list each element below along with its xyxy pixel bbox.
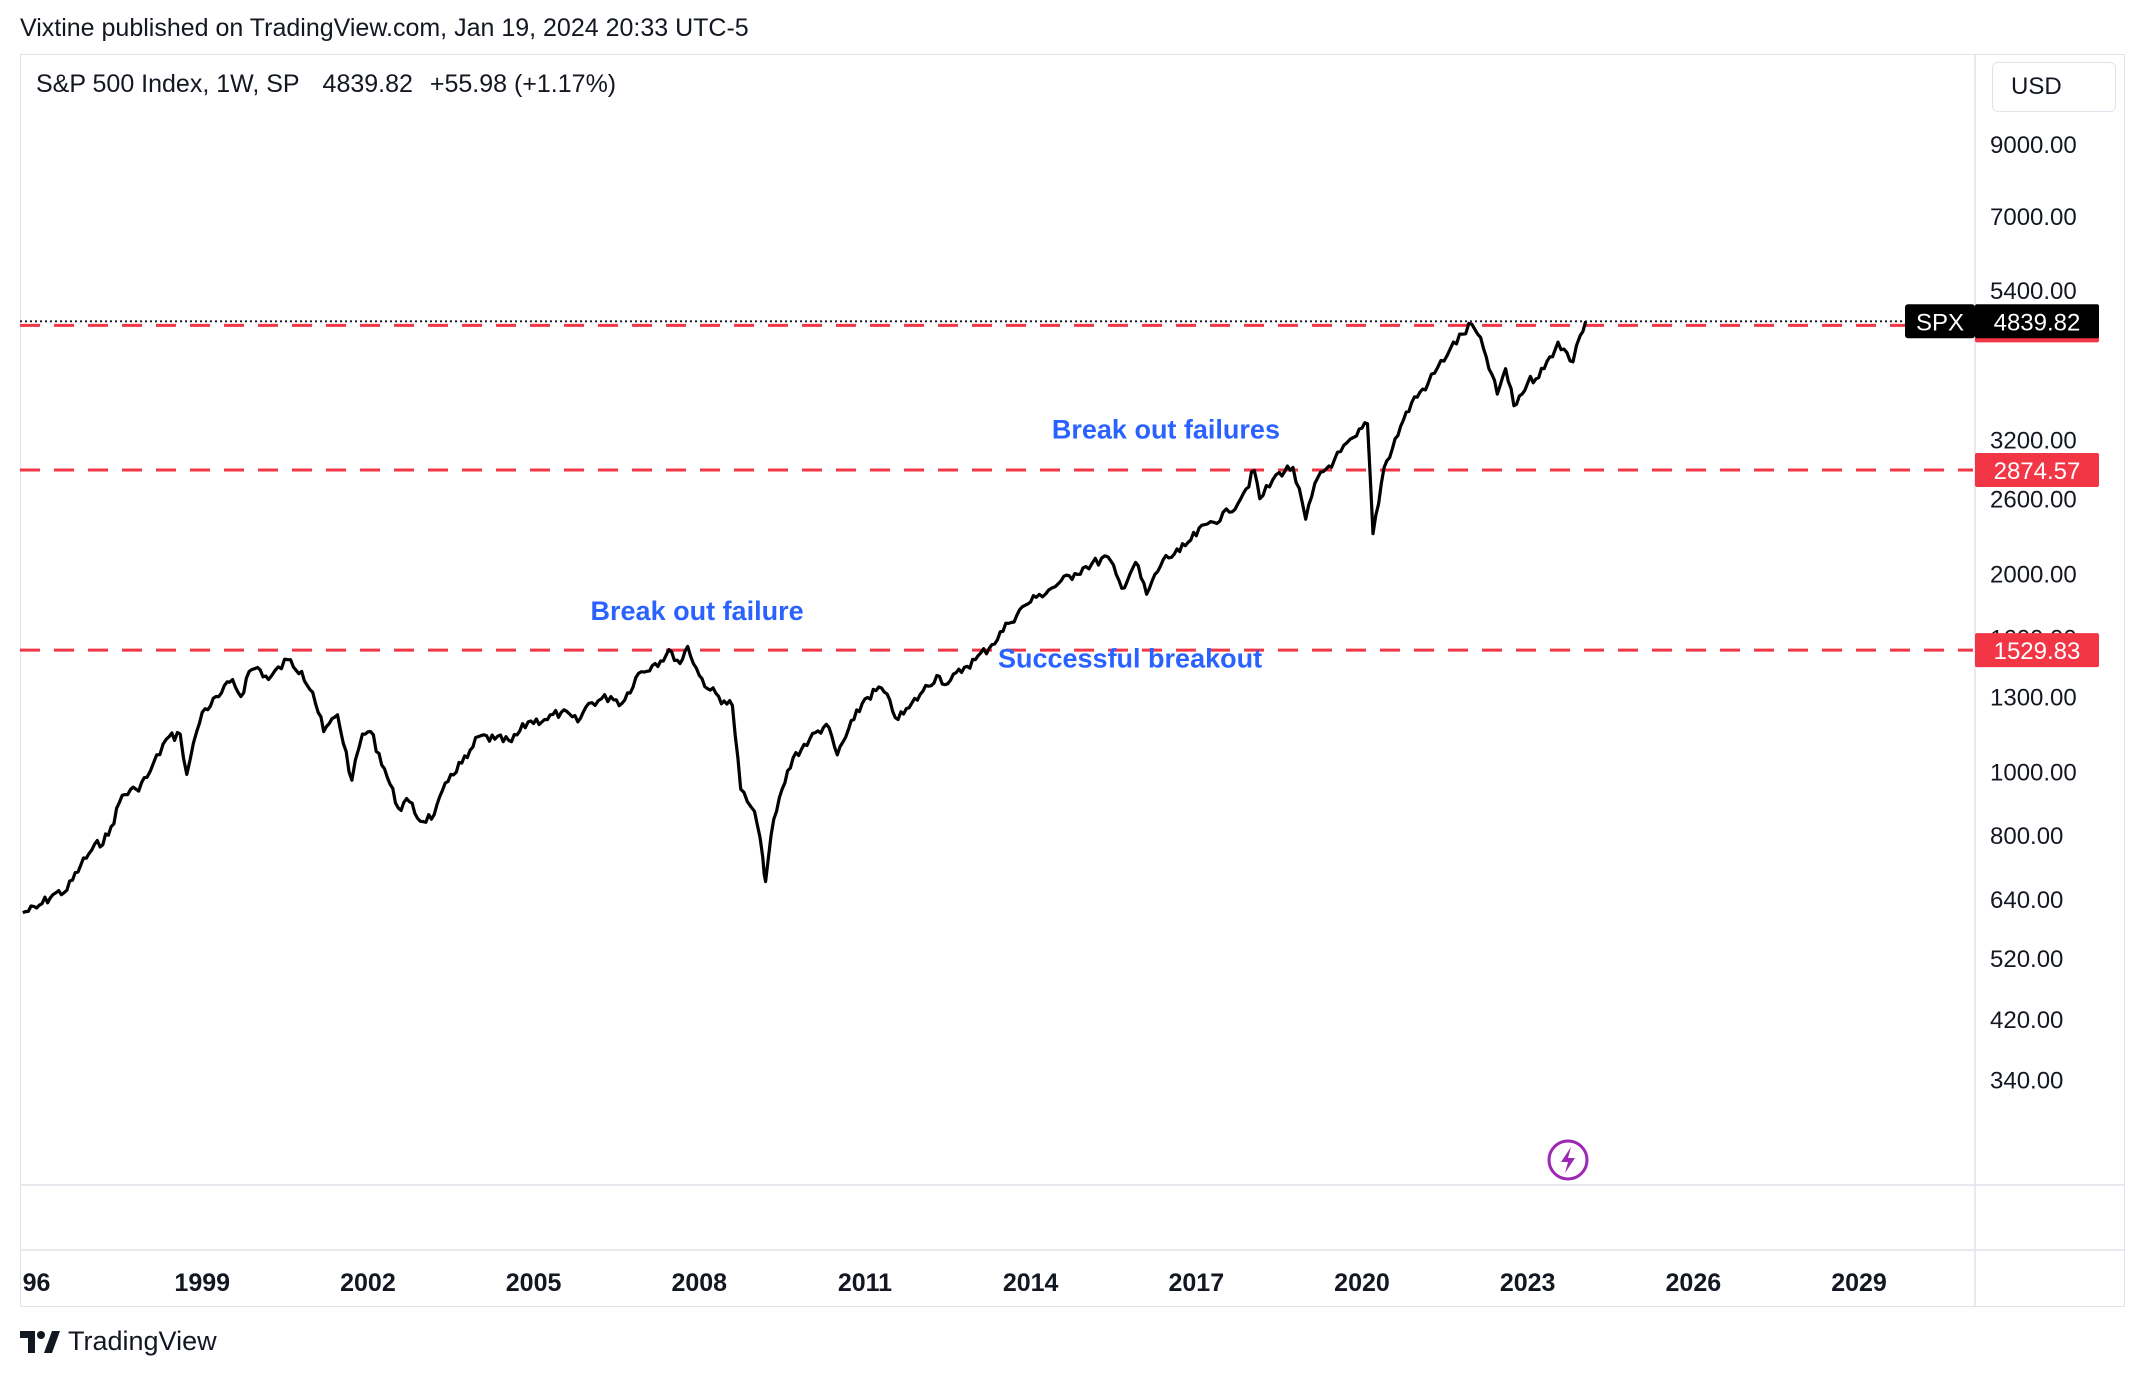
y-tick-label: 5400.00 <box>1990 278 2077 305</box>
x-tick-label: 96 <box>23 1269 51 1297</box>
y-tick-label: 2600.00 <box>1990 487 2077 514</box>
chart-annotation: Break out failures <box>1052 415 1280 445</box>
x-tick-label: 2011 <box>838 1269 892 1297</box>
currency-button[interactable]: USD <box>1992 62 2116 112</box>
symbol-badge <box>1905 304 1975 339</box>
level-price-label: 1529.83 <box>1994 638 2081 665</box>
chart-annotations: Break out failures Break out failure Succe… <box>591 415 1280 674</box>
y-tick-label: 3200.00 <box>1990 427 2077 454</box>
y-tick-label: 520.00 <box>1990 946 2063 973</box>
chart-frame <box>20 54 2125 1307</box>
last-price-badge <box>1975 304 2099 339</box>
y-tick-label: 800.00 <box>1990 823 2063 850</box>
flash-icon-bolt <box>1561 1147 1575 1173</box>
x-tick-label: 2026 <box>1666 1269 1722 1297</box>
flash-icon <box>1547 1139 1589 1181</box>
flash-icon-group <box>1547 1139 1589 1181</box>
spx-price-line <box>22 320 1588 915</box>
tradingview-brand[interactable]: TradingView <box>20 1326 217 1357</box>
x-tick-label: 2029 <box>1831 1269 1887 1297</box>
price-series <box>22 320 1588 915</box>
y-tick-label: 1000.00 <box>1990 760 2077 787</box>
x-tick-label: 2020 <box>1334 1269 1390 1297</box>
y-tick-label: 340.00 <box>1990 1068 2063 1095</box>
last-price-label: 4839.82 <box>1994 309 2081 336</box>
tradingview-logo-icon <box>20 1330 60 1353</box>
frame-lines <box>20 54 2125 1306</box>
x-tick-label: 1999 <box>174 1269 230 1297</box>
legend-price: 4839.82 <box>322 70 413 98</box>
y-tick-label: 1300.00 <box>1990 685 2077 712</box>
x-tick-label: 2014 <box>1003 1269 1059 1297</box>
brand-label: TradingView <box>68 1326 217 1356</box>
x-tick-label: 2023 <box>1500 1269 1556 1297</box>
y-tick-label: 9000.00 <box>1990 132 2077 159</box>
level-price-badge <box>1975 453 2099 488</box>
legend-symbol: S&P 500 Index, 1W, SP <box>36 70 300 98</box>
chart-annotation: Break out failure <box>591 596 804 626</box>
support-resistance-levels <box>20 320 1973 652</box>
y-tick-label: 7000.00 <box>1990 204 2077 231</box>
level-price-badge <box>1975 633 2099 668</box>
symbol-badge-label: SPX <box>1916 309 1964 336</box>
x-tick-label: 2005 <box>506 1269 562 1297</box>
time-axis: 96 1999 2002 2005 2008 2011 2014 2017 2020 2023 20… <box>23 1269 1887 1297</box>
x-tick-label: 2017 <box>1169 1269 1225 1297</box>
y-tick-label: 420.00 <box>1990 1007 2063 1034</box>
y-tick-label: 640.00 <box>1990 887 2063 914</box>
chart-annotation: Successful breakout <box>998 643 1262 673</box>
x-tick-label: 2008 <box>671 1269 727 1297</box>
y-tick-label: 2000.00 <box>1990 562 2077 589</box>
x-tick-label: 2002 <box>340 1269 396 1297</box>
legend-change: +55.98 (+1.17%) <box>429 70 617 98</box>
symbol-legend[interactable]: S&P 500 Index, 1W, SP 4839.82 +55.98 (+1… <box>36 70 626 99</box>
price-axis: 9000.00 7000.00 5400.00 3200.00 2600.00 2000.… <box>1905 132 2099 1095</box>
level-price-label: 2874.57 <box>1994 458 2081 485</box>
publisher-note: Vixtine published on TradingView.com, Ja… <box>20 14 749 42</box>
